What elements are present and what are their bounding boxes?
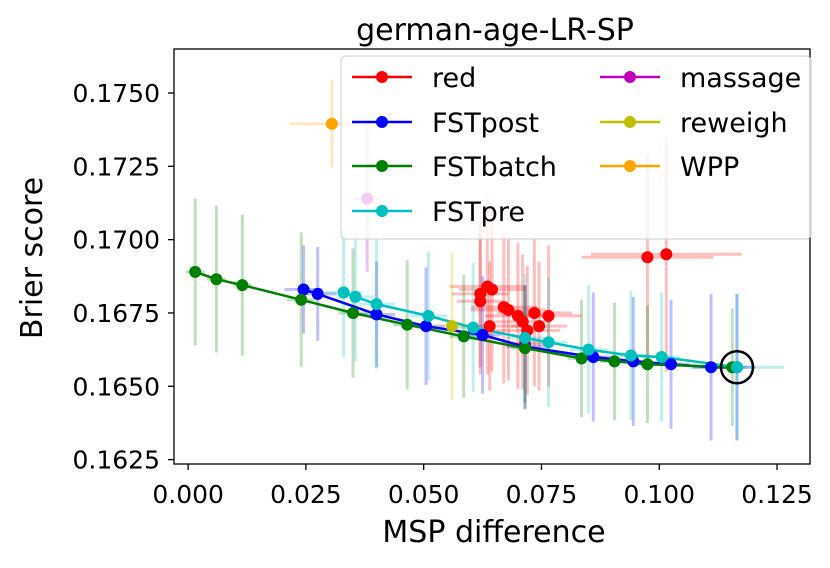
FSTpre-point-1 [349,290,362,303]
FSTpost-point-2 [370,308,383,321]
FSTpre-point-2 [370,298,383,311]
FSTpre-point-9 [655,350,668,363]
FSTpost-point-4 [476,328,489,341]
legend-items: red FSTpost FSTbatch FSTpre massage reweigh WP… [352,63,801,228]
red-point-13 [542,309,555,322]
FSTpre-point-0 [337,286,350,299]
FSTpre-point-4 [467,321,480,334]
highlight-circle [719,349,755,385]
x-axis-ticks: 0.000 0.025 0.050 0.075 0.100 0.125 [152,464,813,509]
FSTpre-point-7 [582,343,595,356]
FSTpre-point-8 [624,349,637,362]
x-axis-label: MSP difference [382,515,605,550]
legend-marker-FSTbatch [376,160,388,172]
legend-label-WPP: WPP [680,152,739,183]
legend-marker-FSTpost [376,116,388,128]
chart-title: german-age-LR-SP [356,13,634,48]
x-tick-label-2: 0.050 [388,480,460,509]
red-point-6 [502,304,515,317]
legend-label-FSTbatch: FSTbatch [432,152,557,183]
FSTbatch-point-3 [295,293,308,306]
FSTbatch-point-10 [641,358,654,371]
x-tick-label-1: 0.025 [270,480,342,509]
red-point-3 [474,295,487,308]
red-point-4 [483,320,496,333]
FSTpre-point-10 [730,361,743,374]
legend-box [340,55,812,240]
legend-marker-WPP [624,160,636,172]
FSTpost-point-9 [705,361,718,374]
FSTpre-point-3 [422,309,435,322]
x-tick-label-4: 0.100 [623,480,695,509]
FSTpre-point-5 [518,331,531,344]
FSTpost-point-1 [311,287,324,300]
y-tick-label-4: 0.1725 [73,152,160,181]
reweigh-point-0 [445,320,458,333]
legend-marker-FSTpre [376,205,388,217]
y-tick-label-3: 0.1700 [73,226,160,255]
legend-marker-massage [624,71,636,83]
y-tick-label-5: 0.1750 [73,79,160,108]
legend-label-red: red [432,63,476,94]
y-axis-ticks: 0.1625 0.1650 0.1675 0.1700 0.1725 0.1750 [73,79,174,475]
WPP-point-0 [325,117,338,130]
red-point-2 [486,283,498,296]
legend-label-FSTpost: FSTpost [432,108,539,139]
x-tick-label-3: 0.075 [506,480,578,509]
y-tick-label-0: 0.1625 [73,446,160,475]
FSTbatch-point-9 [608,355,621,368]
plot-frame [173,48,811,465]
legend-label-reweigh: reweigh [680,108,788,139]
legend-label-FSTpre: FSTpre [432,197,525,228]
red-point-12 [533,320,546,333]
legend-marker-red [376,71,388,83]
FSTbatch-point-2 [236,279,249,292]
series-points [189,117,743,374]
red-point-14 [641,251,654,264]
FSTbatch-point-5 [401,318,414,331]
y-axis-label: Brier score [15,177,50,339]
FSTpost-point-3 [420,320,433,333]
highlight-marker [719,349,755,385]
FSTbatch-point-4 [347,306,360,319]
FSTbatch-point-1 [210,273,223,286]
legend-marker-reweigh [624,116,636,128]
y-tick-label-1: 0.1650 [73,372,160,401]
FSTbatch-point-7 [518,342,531,355]
y-tick-label-2: 0.1675 [73,299,160,328]
FSTbatch-point-8 [575,352,588,365]
legend: red FSTpost FSTbatch FSTpre massage reweigh WP… [340,55,812,240]
FSTpost-point-0 [297,283,310,296]
FSTpost-point-8 [665,358,678,371]
FSTbatch-point-6 [457,330,470,343]
red-point-10 [528,306,541,319]
FSTbatch-point-0 [189,265,202,278]
red-point-15 [660,248,673,261]
x-tick-label-5: 0.125 [741,480,813,509]
FSTpre-point-6 [542,336,555,349]
red-point-8 [516,315,529,328]
legend-label-massage: massage [680,63,801,94]
x-tick-label-0: 0.000 [152,480,224,509]
